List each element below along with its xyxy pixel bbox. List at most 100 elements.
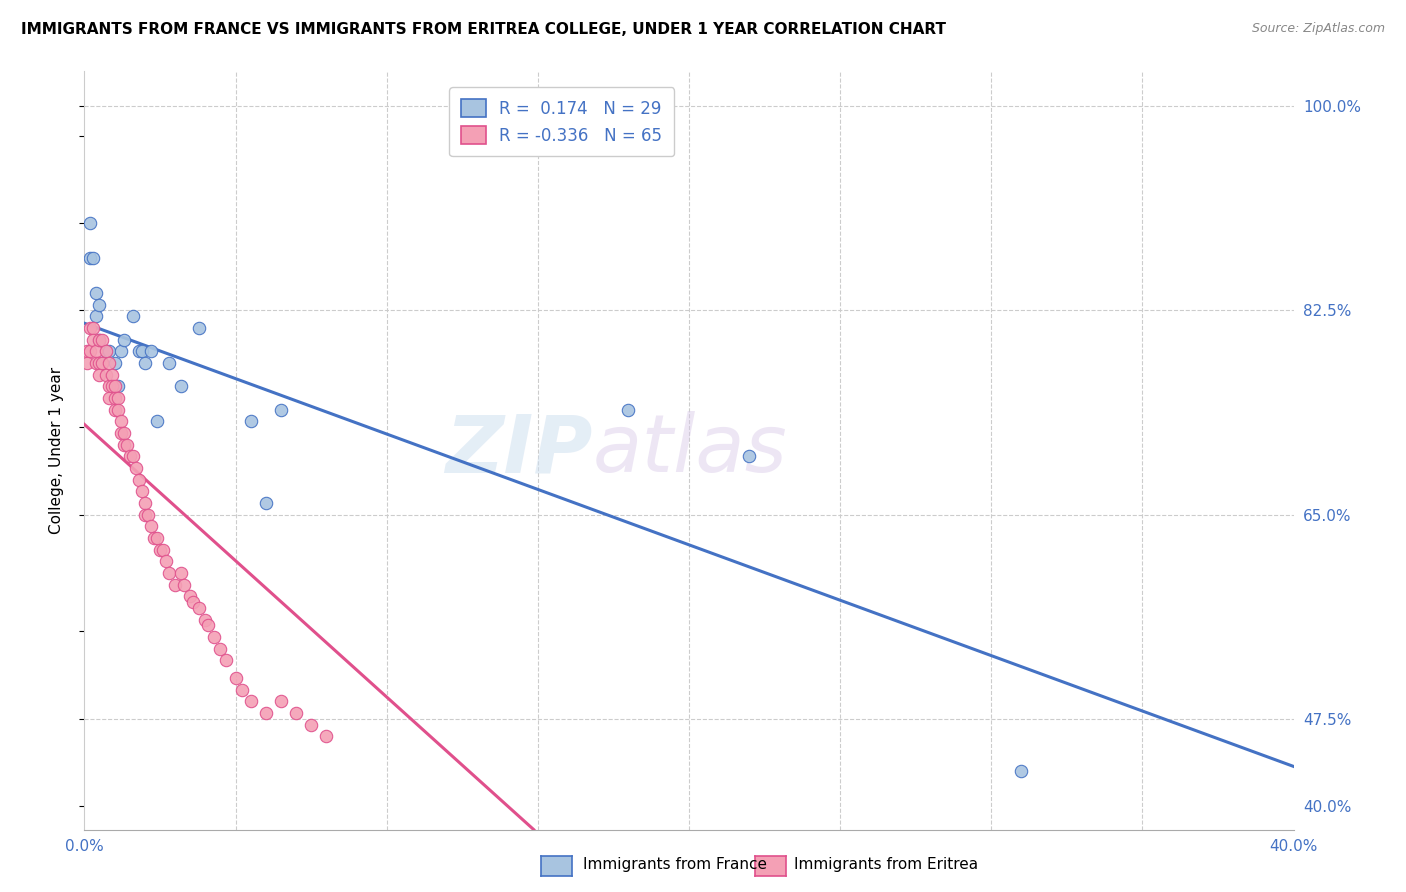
Legend: R =  0.174   N = 29, R = -0.336   N = 65: R = 0.174 N = 29, R = -0.336 N = 65 [450,87,673,156]
Point [79,251,101,265]
Point [299,717,322,731]
Point [209,641,232,656]
Point [155,554,177,568]
Point [188,601,211,615]
Point [139,519,162,533]
Point [82,321,104,335]
Point [136,508,159,522]
Point [239,694,262,708]
Point [121,450,143,464]
Point [188,321,211,335]
Point [134,496,156,510]
Point [181,595,204,609]
Point [152,542,174,557]
Point [97,344,120,359]
Text: ZIP: ZIP [444,411,592,490]
Point [86,310,108,324]
Point [79,344,101,359]
Point [202,630,225,644]
Point [104,391,127,405]
Point [107,402,129,417]
Point [738,450,761,464]
Point [104,356,127,370]
Point [128,344,150,359]
Point [270,694,292,708]
Point [134,508,156,522]
Point [231,682,253,697]
Point [197,618,219,632]
Point [125,461,148,475]
Point [94,344,117,359]
Point [91,356,114,370]
Point [215,653,238,667]
Point [97,379,120,393]
Point [1011,764,1033,779]
Point [142,531,165,545]
Point [146,414,169,428]
Point [157,356,180,370]
Point [254,706,277,720]
Point [97,391,120,405]
Point [97,356,120,370]
Point [149,542,172,557]
Point [139,344,162,359]
Point [115,437,138,451]
Point [100,379,122,393]
Point [131,484,153,499]
Point [91,356,114,370]
Point [89,356,111,370]
Point [104,402,127,417]
Text: atlas: atlas [592,411,787,490]
Point [86,356,108,370]
Point [110,344,132,359]
Point [170,566,193,580]
Text: IMMIGRANTS FROM FRANCE VS IMMIGRANTS FROM ERITREA COLLEGE, UNDER 1 YEAR CORRELAT: IMMIGRANTS FROM FRANCE VS IMMIGRANTS FRO… [21,22,946,37]
Point [112,333,135,347]
Point [170,379,193,393]
Point [128,473,150,487]
Point [94,368,117,382]
Point [89,368,111,382]
Point [112,437,135,451]
Point [76,356,98,370]
Point [89,333,111,347]
Point [89,298,111,312]
Point [118,450,141,464]
Point [100,368,122,382]
Point [121,310,143,324]
Point [254,496,277,510]
Point [134,356,156,370]
Text: Source: ZipAtlas.com: Source: ZipAtlas.com [1251,22,1385,36]
Point [110,414,132,428]
Point [920,857,942,871]
Point [79,321,101,335]
Point [94,344,117,359]
Point [617,402,640,417]
Point [131,344,153,359]
Point [146,531,169,545]
Text: Immigrants from Eritrea: Immigrants from Eritrea [794,857,979,872]
Point [82,251,104,265]
Text: Immigrants from France: Immigrants from France [583,857,768,872]
Point [86,344,108,359]
Point [225,671,247,685]
Point [194,613,217,627]
Point [104,379,127,393]
Point [112,425,135,440]
Point [315,729,337,743]
Point [82,333,104,347]
Point [86,285,108,300]
Point [270,402,292,417]
Point [173,577,195,591]
Point [107,379,129,393]
Point [107,391,129,405]
Point [239,414,262,428]
Point [76,344,98,359]
Point [91,333,114,347]
Point [179,589,201,603]
Point [110,425,132,440]
Point [165,577,187,591]
Point [285,706,308,720]
Point [157,566,180,580]
Y-axis label: College, Under 1 year: College, Under 1 year [49,367,63,534]
